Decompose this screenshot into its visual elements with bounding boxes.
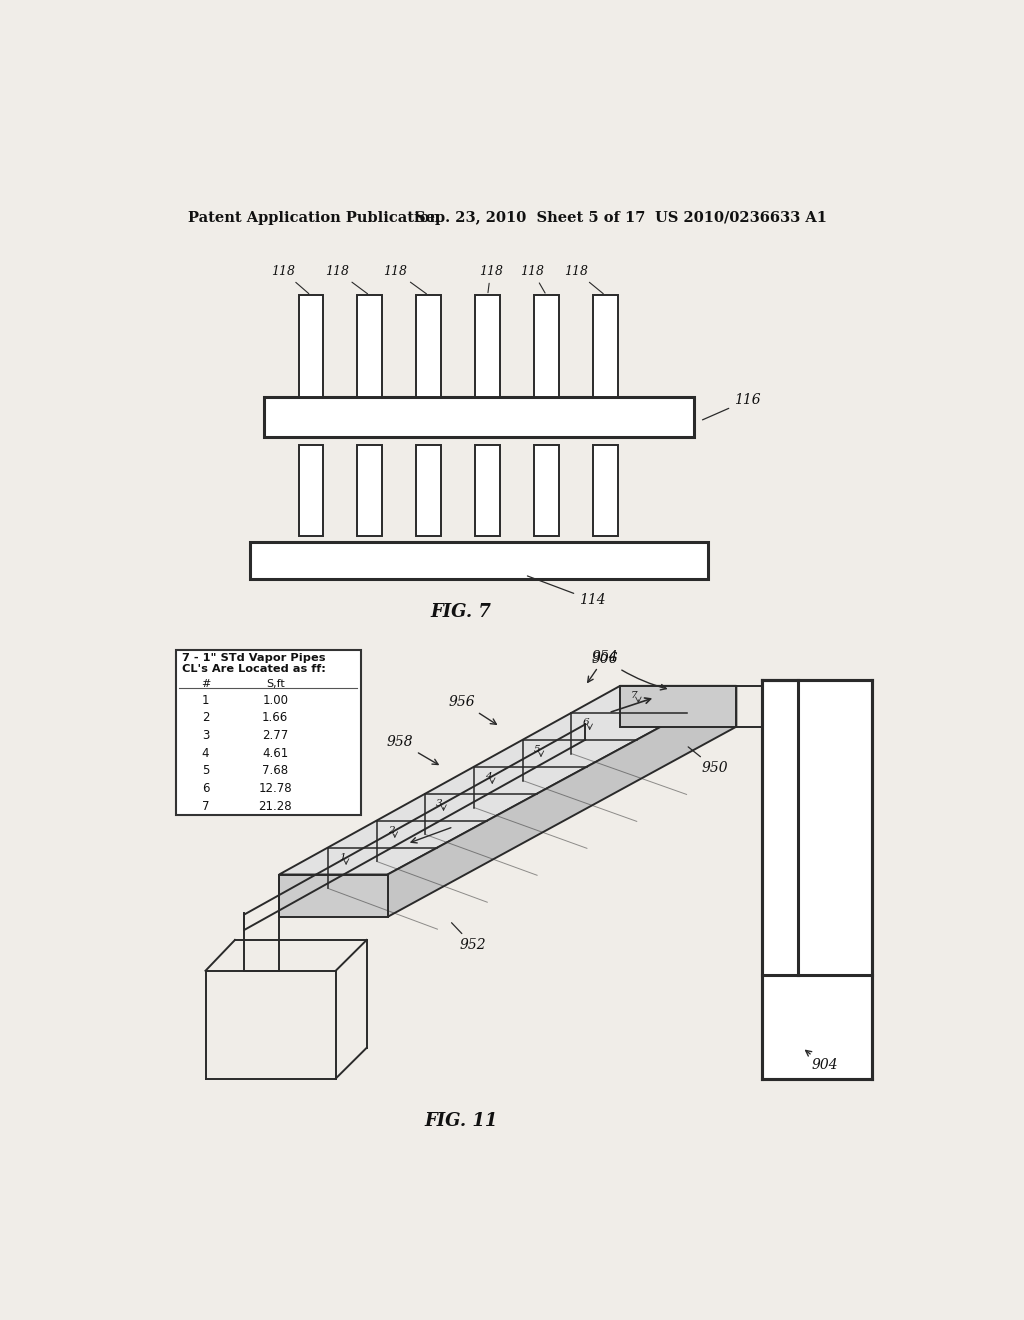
Bar: [176, 649, 360, 816]
Bar: [299, 296, 324, 397]
Text: 118: 118: [478, 265, 503, 293]
Text: Sep. 23, 2010  Sheet 5 of 17: Sep. 23, 2010 Sheet 5 of 17: [415, 211, 645, 224]
Text: 904: 904: [806, 1051, 839, 1072]
Text: 114: 114: [527, 576, 605, 607]
Text: US 2010/0236633 A1: US 2010/0236633 A1: [655, 211, 827, 224]
Bar: [417, 445, 441, 536]
Text: 6: 6: [583, 718, 589, 727]
Bar: [263, 397, 693, 437]
Text: FIG. 11: FIG. 11: [425, 1111, 498, 1130]
Polygon shape: [280, 686, 736, 875]
Bar: [475, 296, 500, 397]
Text: 1: 1: [339, 853, 345, 862]
Polygon shape: [388, 686, 736, 917]
Text: 956: 956: [449, 696, 497, 725]
Bar: [357, 296, 382, 397]
Bar: [299, 445, 324, 536]
Text: 950: 950: [688, 747, 728, 775]
Text: FIG. 7: FIG. 7: [431, 603, 492, 622]
Text: 1: 1: [202, 693, 209, 706]
Text: 118: 118: [564, 265, 603, 293]
Bar: [593, 296, 617, 397]
Bar: [535, 296, 559, 397]
Bar: [250, 543, 708, 579]
Text: 3: 3: [436, 799, 443, 808]
Text: 1.00: 1.00: [262, 693, 288, 706]
Text: S,ft: S,ft: [266, 678, 285, 689]
Text: 21.28: 21.28: [258, 800, 292, 813]
Bar: [535, 445, 559, 536]
Text: 7: 7: [631, 690, 638, 700]
Text: 5: 5: [534, 744, 541, 754]
Text: 7 - 1" STd Vapor Pipes: 7 - 1" STd Vapor Pipes: [182, 653, 326, 663]
Text: 5: 5: [202, 764, 209, 777]
Text: 2: 2: [388, 826, 394, 834]
Text: 116: 116: [702, 393, 761, 420]
Text: 6: 6: [202, 781, 209, 795]
Text: 906: 906: [592, 652, 667, 690]
Polygon shape: [280, 875, 388, 917]
Text: 4: 4: [202, 747, 209, 760]
Text: 1.66: 1.66: [262, 711, 289, 725]
Text: Patent Application Publication: Patent Application Publication: [188, 211, 440, 224]
Text: 4: 4: [485, 772, 492, 781]
Text: #: #: [201, 678, 210, 689]
Text: 2.77: 2.77: [262, 729, 289, 742]
Text: 2: 2: [202, 711, 209, 725]
Bar: [417, 296, 441, 397]
Text: 7.68: 7.68: [262, 764, 289, 777]
Bar: [475, 445, 500, 536]
Text: CL's Are Located as ff:: CL's Are Located as ff:: [182, 664, 326, 675]
Polygon shape: [621, 686, 736, 726]
Text: 954: 954: [588, 651, 618, 682]
Text: 118: 118: [271, 265, 309, 293]
Text: 4.61: 4.61: [262, 747, 289, 760]
Text: 118: 118: [326, 265, 368, 294]
Text: 952: 952: [452, 923, 486, 952]
Bar: [357, 445, 382, 536]
Text: 958: 958: [387, 735, 438, 764]
Text: 3: 3: [202, 729, 209, 742]
Polygon shape: [762, 681, 872, 1078]
Text: 12.78: 12.78: [258, 781, 292, 795]
Text: 118: 118: [383, 265, 426, 294]
Text: 7: 7: [202, 800, 209, 813]
Bar: [593, 445, 617, 536]
Text: 118: 118: [520, 265, 545, 293]
